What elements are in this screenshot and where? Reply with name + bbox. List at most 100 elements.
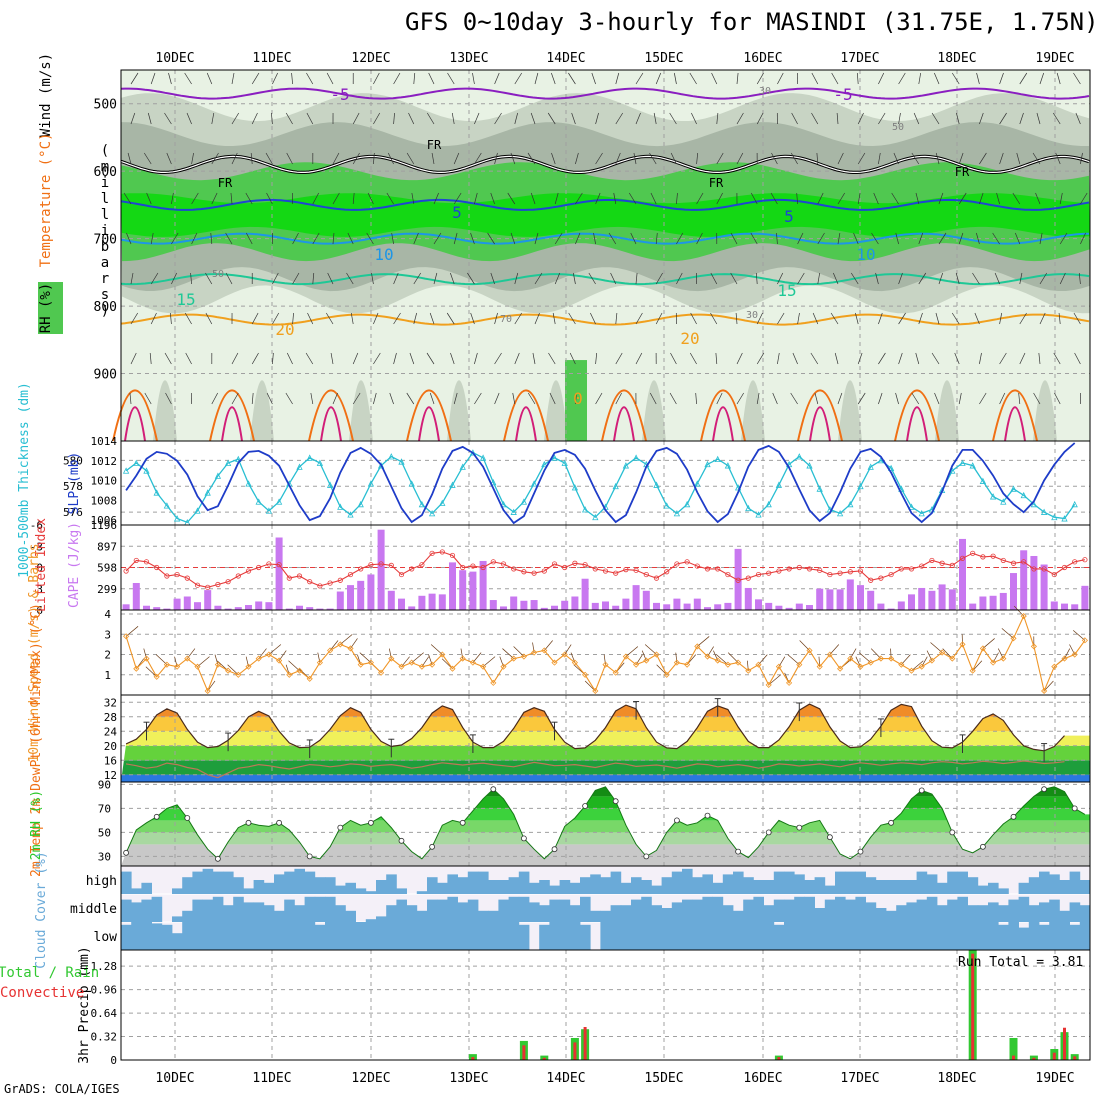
cloud-cell-middle [518, 896, 530, 922]
wind-speed-point [765, 681, 772, 688]
cloud-cell-high [967, 877, 979, 894]
wind-barb [527, 152, 536, 165]
wind-barb [231, 72, 235, 85]
cape-bar [867, 590, 875, 610]
thickness-point [194, 507, 201, 514]
wind-barb [918, 272, 927, 285]
wind-barb [426, 352, 435, 365]
wind-barb [450, 272, 455, 285]
wind-barb [615, 112, 624, 125]
cloud-cell-high [274, 874, 285, 894]
cloud-cell-low [559, 922, 571, 950]
thickness-point [918, 509, 925, 517]
lifted-index-point [541, 568, 547, 574]
wind-barb [205, 312, 213, 325]
cloud-cell-middle [539, 905, 550, 922]
wind-barb [1058, 312, 1061, 325]
wind-barb [790, 392, 798, 405]
wind-barb [1039, 232, 1043, 245]
wind-barb [433, 232, 442, 245]
cape-bar [122, 604, 130, 610]
wind-barb [127, 152, 132, 165]
wind-barb [595, 352, 598, 365]
wind-barb [878, 72, 885, 85]
wind-barb [428, 72, 435, 85]
wind-10m-barb [697, 636, 710, 647]
lifted-index-point [633, 567, 639, 573]
wind-barb [487, 232, 495, 245]
lifted-index-point [266, 561, 272, 567]
wind-barb [292, 232, 299, 245]
lifted-index-point [225, 579, 231, 585]
freezing-label-2: FR [709, 176, 724, 190]
wind-barb [568, 72, 576, 85]
thickness-point [551, 454, 558, 461]
cloud-cell-middle [172, 916, 183, 922]
wind-barb [1032, 152, 1041, 165]
wind-speed-point [898, 661, 905, 668]
lifted-index-point [766, 570, 772, 576]
cloud-cell-middle [1008, 899, 1019, 922]
wind-barb [1019, 352, 1026, 365]
isotherm-30-6 [712, 406, 734, 442]
wind-barb [931, 352, 940, 365]
wind-barb [453, 192, 462, 205]
wind-barb [406, 152, 415, 165]
wind-barb [231, 392, 239, 405]
cape-bar [530, 600, 538, 610]
wind-barb [571, 112, 576, 125]
wind-barb [918, 72, 922, 85]
isotherm-0 [120, 87, 1090, 100]
cloud-cell-middle [1079, 905, 1091, 922]
wind-barb [736, 392, 744, 405]
cape-bar [194, 602, 201, 610]
isotherm-25-8 [894, 389, 940, 442]
cloud-cell-high [661, 877, 673, 894]
cloud-cell-high [845, 871, 856, 894]
wind-speed-point [837, 665, 844, 672]
wind-barb [548, 352, 556, 365]
lifted-index-point [898, 566, 904, 572]
thickness-point [428, 509, 436, 517]
lifted-index-point [755, 571, 762, 578]
wind-speed-point [1071, 651, 1078, 658]
cape-bar [163, 608, 171, 610]
lifted-index-point [143, 559, 150, 565]
run-total-label: Run Total = 3.81 [958, 955, 1083, 970]
wind-barb [972, 272, 980, 285]
panel-fills [38, 70, 1090, 950]
wind-barb [391, 232, 394, 245]
cloud-cell-low [875, 922, 887, 950]
cape-bar [551, 605, 558, 610]
ua-tick-800: 800 [94, 300, 117, 315]
isotherm-30-8 [906, 406, 928, 442]
wind-barb [474, 152, 482, 165]
lifted-index-point [847, 569, 853, 575]
cloud-cell-high [1039, 871, 1050, 894]
wind-barb [756, 392, 760, 405]
isotherm-label-2: 5 [452, 203, 462, 222]
cape-bar [632, 585, 640, 610]
thickness-point [316, 459, 324, 466]
rh-point [704, 812, 711, 819]
precip-convective-bar [1052, 1052, 1056, 1060]
wind-speed-point [653, 651, 660, 658]
wind-barb [996, 192, 1000, 205]
wind-barb [857, 112, 864, 125]
wind-barb [710, 272, 718, 285]
wind-10m-barb [727, 652, 739, 663]
lifted-ylabel: Lifted Index [34, 518, 49, 612]
cloud-cell-high [875, 880, 887, 894]
temp-ylabel: 2m Temp 2m DewPt (6hr Min/Max) (°C) [29, 603, 44, 877]
cloud-cell-low [386, 922, 397, 950]
thickness-point [265, 507, 273, 514]
cloud-cell-high [294, 868, 305, 894]
wind-barb [649, 392, 657, 405]
cape-bar [367, 574, 375, 610]
thickness-point [1040, 508, 1048, 515]
wind-barb [837, 392, 843, 405]
lifted-index-point [796, 564, 802, 571]
wind-barb [532, 352, 536, 365]
lifted-index-point [725, 571, 731, 578]
lifted-index-point [531, 570, 537, 576]
